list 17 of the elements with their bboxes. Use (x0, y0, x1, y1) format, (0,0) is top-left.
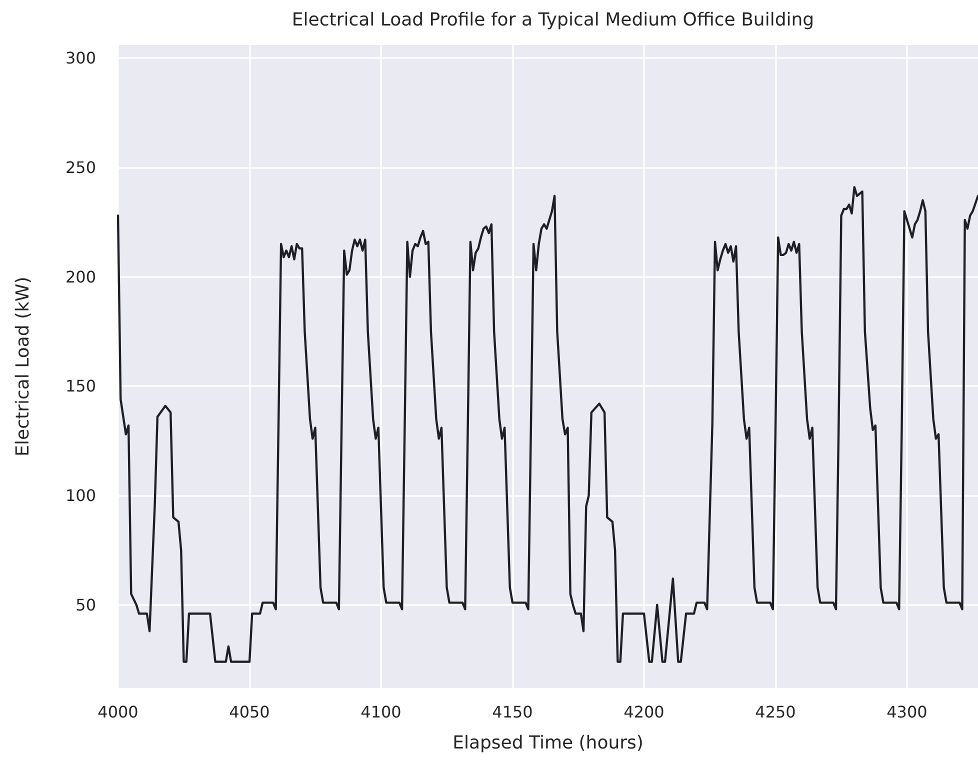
y-tick-label: 300 (65, 48, 96, 68)
y-tick-label: 150 (65, 376, 96, 396)
y-tick-label: 50 (76, 595, 96, 614)
y-tick-label: 200 (65, 267, 96, 286)
x-tick-label: 4100 (360, 702, 402, 722)
y-tick-label: 250 (65, 158, 96, 177)
x-tick-label: 4000 (98, 702, 138, 722)
y-axis-title: Electrical Load (kW) (12, 276, 34, 456)
x-tick-label: 4250 (755, 702, 796, 722)
x-axis-title: Elapsed Time (hours) (452, 732, 644, 754)
y-tick-label: 100 (65, 486, 96, 506)
x-tick-label: 4200 (624, 702, 664, 722)
x-tick-label: 4150 (492, 702, 533, 722)
x-tick-label: 4300 (886, 702, 928, 722)
chart-title: Electrical Load Profile for a Typical Medium Office Building (292, 10, 814, 30)
x-tick-label: 4050 (229, 702, 270, 722)
line-series (116, 186, 978, 663)
